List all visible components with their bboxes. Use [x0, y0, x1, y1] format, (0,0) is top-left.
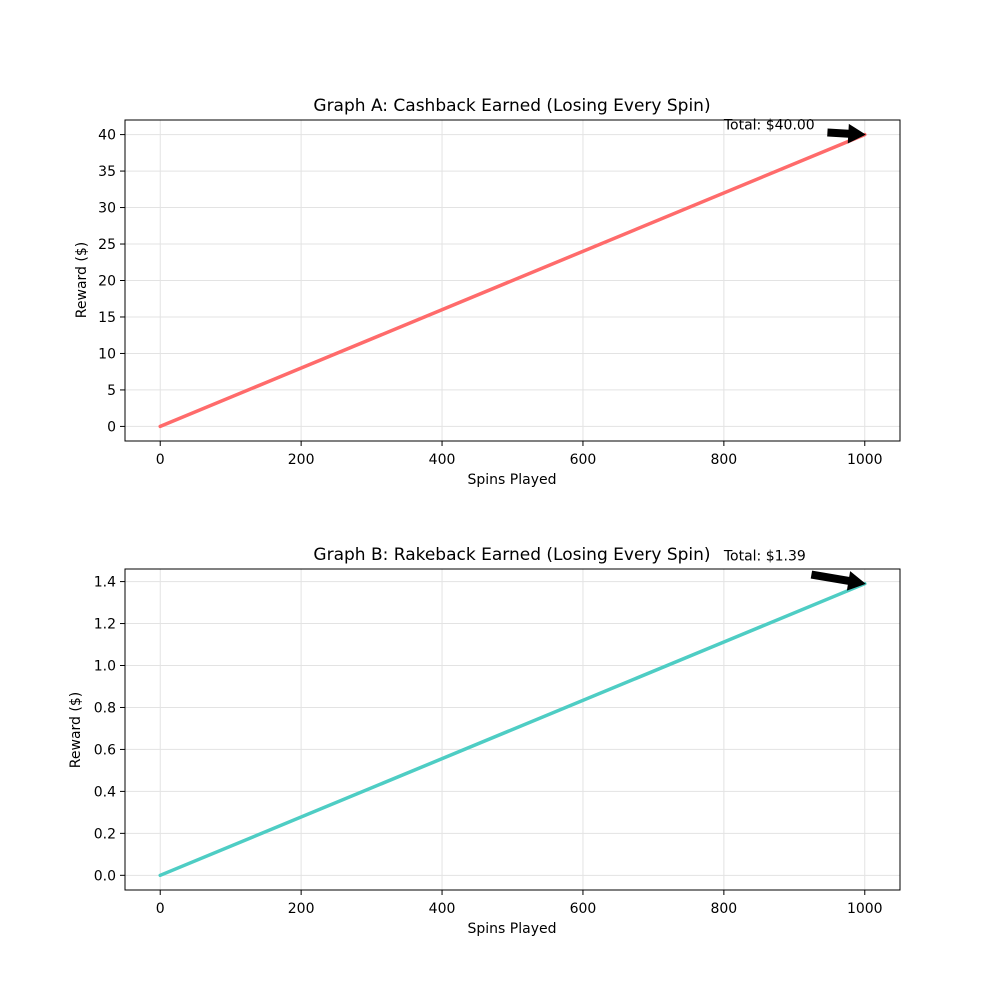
series-line: [158, 132, 867, 429]
y-tick-label: 10: [98, 346, 116, 362]
y-tick-label: 1.2: [94, 617, 116, 633]
y-tick-label: 0.8: [94, 700, 116, 716]
x-tick-label: 200: [288, 901, 315, 917]
y-tick-label: 0.0: [94, 868, 116, 884]
x-tick-label: 800: [710, 901, 737, 917]
x-tick-label: 400: [429, 452, 456, 468]
x-tick-label: 600: [570, 452, 597, 468]
plot-frame: [124, 568, 901, 891]
chart-title: Graph B: Rakeback Earned (Losing Every S…: [313, 545, 710, 565]
chart-cashback: Graph A: Cashback Earned (Losing Every S…: [74, 96, 901, 488]
x-tick-label: 1000: [847, 452, 883, 468]
y-tick-label: 1.0: [94, 659, 116, 675]
y-tick-label: 35: [98, 164, 116, 180]
y-tick-label: 20: [98, 274, 116, 290]
annotation-arrow: [827, 123, 866, 144]
x-tick-label: 0: [156, 901, 165, 917]
y-axis-label: Reward ($): [68, 692, 84, 768]
chart-title: Graph A: Cashback Earned (Losing Every S…: [313, 96, 710, 116]
x-axis-label: Spins Played: [468, 472, 557, 488]
y-tick-label: 25: [98, 237, 116, 253]
y-axis-label: Reward ($): [74, 242, 90, 318]
x-tick-label: 400: [429, 901, 456, 917]
x-axis-label: Spins Played: [468, 921, 557, 937]
x-tick-label: 800: [710, 452, 737, 468]
x-tick-label: 600: [570, 901, 597, 917]
chart-rakeback: Graph B: Rakeback Earned (Losing Every S…: [68, 545, 901, 937]
series-line: [158, 581, 867, 878]
y-tick-label: 0.6: [94, 742, 116, 758]
annotation-text: Total: $1.39: [723, 549, 806, 565]
y-tick-label: 5: [107, 383, 116, 399]
y-tick-label: 0.4: [94, 784, 116, 800]
y-tick-label: 0: [107, 419, 116, 435]
y-tick-label: 0.2: [94, 826, 116, 842]
x-tick-label: 1000: [847, 901, 883, 917]
x-tick-label: 200: [288, 452, 315, 468]
y-tick-label: 40: [98, 128, 116, 144]
y-tick-label: 15: [98, 310, 116, 326]
y-tick-label: 30: [98, 201, 116, 217]
y-tick-label: 1.4: [94, 575, 116, 591]
annotation-text: Total: $40.00: [723, 117, 815, 133]
x-tick-label: 0: [156, 452, 165, 468]
annotation-arrow: [810, 570, 866, 591]
